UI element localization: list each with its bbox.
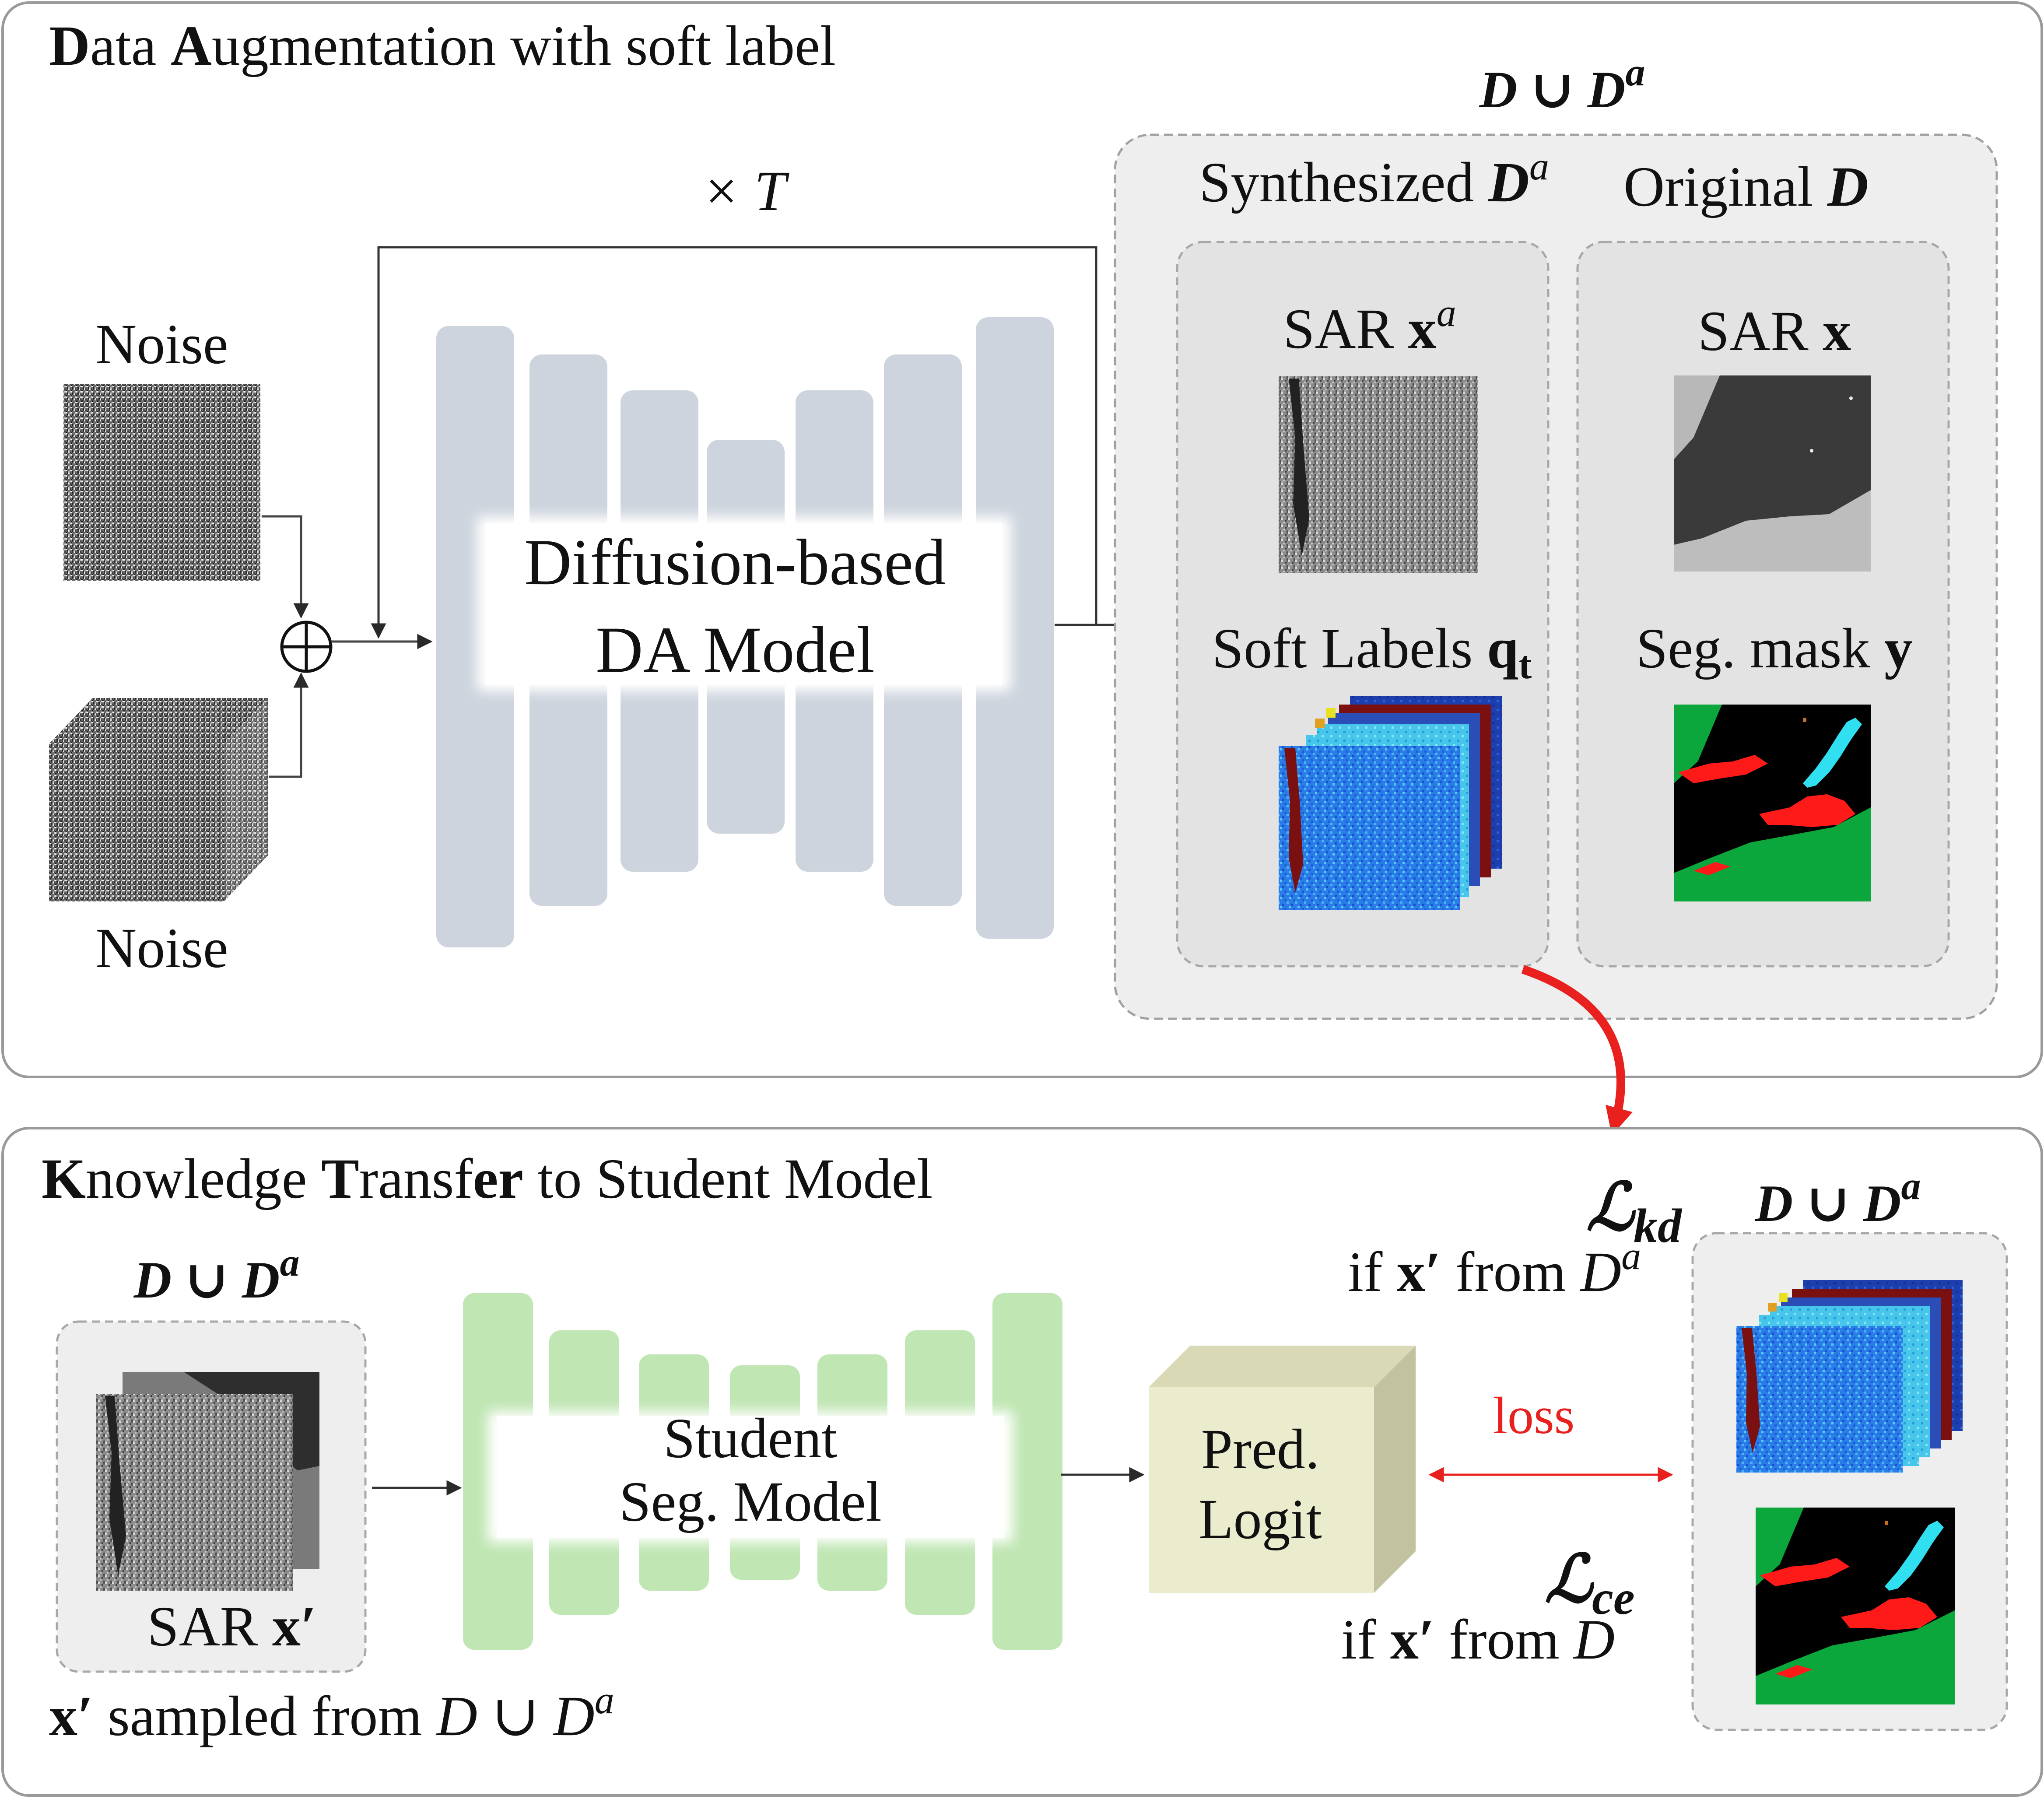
lce-condition: if x′ from D (1341, 1608, 1615, 1671)
diffusion-unet (436, 317, 1054, 947)
student-label-box (497, 1416, 1004, 1538)
sampled-caption: x′ sampled from D ∪ Da (49, 1679, 614, 1748)
pred-label-line2: Logit (1199, 1488, 1322, 1551)
lce-symbol: ℒce (1545, 1543, 1635, 1624)
synth-title: Synthesized Da (1199, 145, 1549, 214)
bottom-panel-title: Knowledge Transfer to Student Model (42, 1147, 933, 1210)
sar-xa-image (1279, 376, 1478, 573)
pred-logit-cube (1149, 1346, 1416, 1593)
soft-labels-label: Soft Labels qt (1212, 617, 1532, 687)
output-seg-mask (1756, 1508, 1955, 1704)
union-label-top: D ∪ Da (1479, 51, 1645, 119)
noise-label-top: Noise (95, 313, 228, 376)
lkd-condition: if x′ from Da (1348, 1234, 1641, 1304)
soft-labels-stack (1279, 696, 1502, 910)
unet-bar (992, 1293, 1062, 1650)
kd-transfer-arrow (1521, 965, 1633, 1136)
seg-mask-image (1674, 705, 1871, 901)
seg-mask-label: Seg. mask y (1636, 617, 1913, 680)
lkd-symbol: ℒkd (1586, 1171, 1683, 1252)
unet-bar (436, 326, 514, 947)
sar-x-image (1674, 375, 1871, 572)
student-label-line1: Student (663, 1407, 837, 1470)
model-label-line1: Diffusion-based (524, 526, 946, 599)
pred-label-line1: Pred. (1201, 1418, 1320, 1481)
noise-label-bottom: Noise (95, 917, 228, 980)
loop-label: × T (702, 160, 789, 223)
loss-label: loss (1493, 1386, 1575, 1445)
top-panel-title: Data Augmentation with soft label (49, 14, 836, 77)
input-sar-stack (96, 1372, 319, 1591)
orig-title: Original D (1623, 155, 1869, 218)
sar-x-label: SAR x (1698, 300, 1851, 363)
sar-xa-label: SAR xa (1283, 291, 1456, 361)
unet-bar (976, 317, 1054, 939)
output-union-label: D ∪ Da (1755, 1164, 1921, 1232)
model-label-box (486, 523, 1002, 685)
arrow-noise3d-to-sum (269, 672, 309, 778)
arrow-noise2d-to-sum (262, 515, 309, 619)
output-soft-labels-stack (1736, 1280, 1963, 1473)
input-union-label: D ∪ Da (133, 1241, 300, 1309)
student-label-line2: Seg. Model (619, 1470, 881, 1533)
noise-cube (49, 698, 268, 901)
student-unet (463, 1293, 1062, 1650)
sar-xprime-label: SAR x′ (147, 1595, 317, 1658)
noise-image-2d (63, 384, 260, 581)
model-label-line2: DA Model (596, 614, 875, 686)
sum-operator-icon (280, 621, 333, 673)
